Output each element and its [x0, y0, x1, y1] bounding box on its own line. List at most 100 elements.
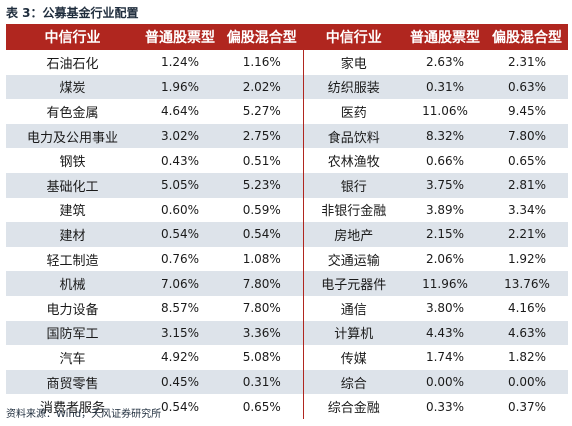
stock-fund-value-cell: 0.43%	[160, 153, 200, 168]
hybrid-fund-value-cell: 5.08%	[242, 350, 281, 365]
stock-fund-value-cell: 7.06%	[139, 271, 221, 296]
hybrid-fund-value-cell: 7.80%	[221, 271, 303, 296]
industry-cell: 煤炭	[6, 74, 139, 100]
header-stock-fund-right: 普通股票型	[404, 24, 486, 50]
table-header-row: 中信行业 普通股票型 偏股混合型 中信行业 普通股票型 偏股混合型	[6, 24, 568, 50]
hybrid-fund-value-cell: 2.31%	[507, 55, 547, 70]
industry-cell: 轻工制造	[46, 253, 99, 269]
stock-fund-value-cell: 3.02%	[139, 123, 221, 149]
industry-cell: 非银行金融	[302, 197, 404, 223]
table-row: 机械 7.06% 7.80% 电子元器件 11.96% 13.76%	[6, 271, 568, 296]
industry-cell: 电力设备	[46, 302, 99, 318]
table-row: 建筑 0.60% 0.59% 非银行金融 3.89% 3.34%	[6, 197, 568, 223]
stock-fund-value-cell: 1.96%	[139, 74, 221, 100]
table-row: 电力设备 8.57% 7.80% 通信 3.80% 4.16%	[6, 295, 568, 321]
header-stock-fund-left: 普通股票型	[139, 24, 221, 50]
industry-cell: 交通运输	[302, 246, 404, 272]
industry-cell: 综合金融	[302, 394, 404, 419]
industry-cell: 建筑	[59, 204, 86, 220]
industry-cell: 电力及公用事业	[6, 123, 139, 149]
industry-cell: 汽车	[59, 351, 86, 367]
hybrid-fund-value-cell: 1.16%	[242, 55, 281, 70]
hybrid-fund-value-cell: 2.75%	[221, 123, 303, 149]
stock-fund-value-cell: 2.63%	[425, 55, 465, 70]
table-row: 煤炭 1.96% 2.02% 纺织服装 0.31% 0.63%	[6, 74, 568, 100]
header-industry-right: 中信行业	[302, 24, 404, 50]
industry-cell: 农林渔牧	[302, 148, 404, 173]
hybrid-fund-value-cell: 4.16%	[507, 301, 547, 316]
header-industry-left: 中信行业	[6, 24, 139, 50]
table-caption: 表 3：公募基金行业配置	[6, 6, 139, 20]
hybrid-fund-value-cell: 0.51%	[242, 153, 281, 168]
table-row: 有色金属 4.64% 5.27% 医药 11.06% 9.45%	[6, 99, 568, 124]
stock-fund-value-cell: 0.54%	[160, 399, 200, 414]
table-row: 石油石化 1.24% 1.16% 家电 2.63% 2.31%	[6, 50, 568, 75]
industry-cell: 建材	[6, 222, 139, 247]
table-row: 商贸零售 0.45% 0.31% 综合 0.00% 0.00%	[6, 369, 568, 395]
stock-fund-value-cell: 4.43%	[404, 320, 486, 346]
hybrid-fund-value-cell: 0.59%	[242, 202, 281, 217]
industry-cell: 计算机	[302, 320, 404, 346]
stock-fund-value-cell: 2.06%	[425, 252, 465, 267]
hybrid-fund-value-cell: 0.54%	[221, 222, 303, 247]
hybrid-fund-value-cell: 2.21%	[486, 222, 568, 247]
industry-cell: 纺织服装	[302, 74, 404, 100]
table-row: 建材 0.54% 0.54% 房地产 2.15% 2.21%	[6, 222, 568, 247]
industry-cell: 医药	[302, 99, 404, 124]
table-body: 石油石化 1.24% 1.16% 家电 2.63% 2.31% 煤炭 1.96% 2.02% 纺织…	[6, 50, 568, 419]
industry-cell: 房地产	[302, 222, 404, 247]
stock-fund-value-cell: 1.74%	[425, 350, 465, 365]
stock-fund-value-cell: 4.64%	[160, 104, 200, 119]
hybrid-fund-value-cell: 0.37%	[507, 399, 547, 414]
stock-fund-value-cell: 3.75%	[404, 172, 486, 198]
industry-cell: 石油石化	[46, 56, 99, 72]
table-row: 汽车 4.92% 5.08% 传媒 1.74% 1.82%	[6, 345, 568, 370]
table-row: 消费者服务 0.54% 0.65% 综合金融 0.33% 0.37%	[6, 394, 568, 419]
stock-fund-value-cell: 11.96%	[404, 271, 486, 296]
hybrid-fund-value-cell: 2.02%	[221, 74, 303, 100]
hybrid-fund-value-cell: 1.82%	[507, 350, 547, 365]
table-row: 国防军工 3.15% 3.36% 计算机 4.43% 4.63%	[6, 320, 568, 346]
hybrid-fund-value-cell: 5.23%	[221, 172, 303, 198]
stock-fund-value-cell: 0.60%	[160, 202, 200, 217]
source-note: 资料来源：Wind，天风证券研究所	[6, 409, 162, 420]
hybrid-fund-value-cell: 3.36%	[221, 320, 303, 346]
hybrid-fund-value-cell: 13.76%	[486, 271, 568, 296]
hybrid-fund-value-cell: 1.08%	[242, 252, 281, 267]
stock-fund-value-cell: 3.80%	[425, 301, 465, 316]
header-hybrid-fund-left: 偏股混合型	[221, 24, 303, 50]
stock-fund-value-cell: 0.54%	[139, 222, 221, 247]
stock-fund-value-cell: 4.92%	[160, 350, 200, 365]
industry-cell: 国防军工	[6, 320, 139, 346]
stock-fund-value-cell: 8.32%	[404, 123, 486, 149]
hybrid-fund-value-cell: 3.34%	[507, 202, 547, 217]
stock-fund-value-cell: 8.57%	[160, 301, 200, 316]
industry-cell: 有色金属	[46, 105, 99, 121]
stock-fund-value-cell: 3.15%	[139, 320, 221, 346]
hybrid-fund-value-cell: 9.45%	[507, 104, 547, 119]
hybrid-fund-value-cell: 0.63%	[486, 74, 568, 100]
stock-fund-value-cell: 0.45%	[139, 369, 221, 395]
industry-cell: 银行	[302, 172, 404, 198]
hybrid-fund-value-cell: 2.81%	[486, 172, 568, 198]
hybrid-fund-value-cell: 7.80%	[486, 123, 568, 149]
stock-fund-value-cell: 2.15%	[404, 222, 486, 247]
industry-cell: 商贸零售	[6, 369, 139, 395]
stock-fund-value-cell: 3.89%	[425, 202, 465, 217]
table-row: 电力及公用事业 3.02% 2.75% 食品饮料 8.32% 7.80%	[6, 123, 568, 149]
industry-cell: 家电	[302, 50, 404, 75]
stock-fund-value-cell: 0.31%	[404, 74, 486, 100]
stock-fund-value-cell: 11.06%	[422, 104, 468, 119]
industry-cell: 消费者服务	[39, 401, 105, 417]
industry-cell: 综合	[302, 369, 404, 395]
industry-cell: 传媒	[302, 345, 404, 370]
hybrid-fund-value-cell: 0.65%	[242, 399, 281, 414]
industry-cell: 通信	[302, 295, 404, 321]
industry-cell: 机械	[6, 271, 139, 296]
hybrid-fund-value-cell: 4.63%	[486, 320, 568, 346]
industry-allocation-table: 中信行业 普通股票型 偏股混合型 中信行业 普通股票型 偏股混合型 石油石化 1.…	[6, 24, 568, 419]
hybrid-fund-value-cell: 5.27%	[242, 104, 281, 119]
industry-cell: 钢铁	[59, 155, 86, 171]
hybrid-fund-value-cell: 7.80%	[242, 301, 281, 316]
stock-fund-value-cell: 1.24%	[160, 55, 200, 70]
